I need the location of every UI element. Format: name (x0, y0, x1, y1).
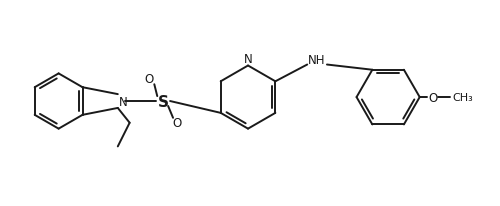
Text: O: O (428, 91, 437, 104)
Text: N: N (119, 95, 128, 108)
Text: O: O (144, 73, 154, 85)
Text: O: O (172, 117, 182, 130)
Text: CH₃: CH₃ (452, 93, 473, 103)
Text: S: S (158, 94, 168, 109)
Text: NH: NH (308, 54, 326, 67)
Text: N: N (244, 52, 252, 65)
